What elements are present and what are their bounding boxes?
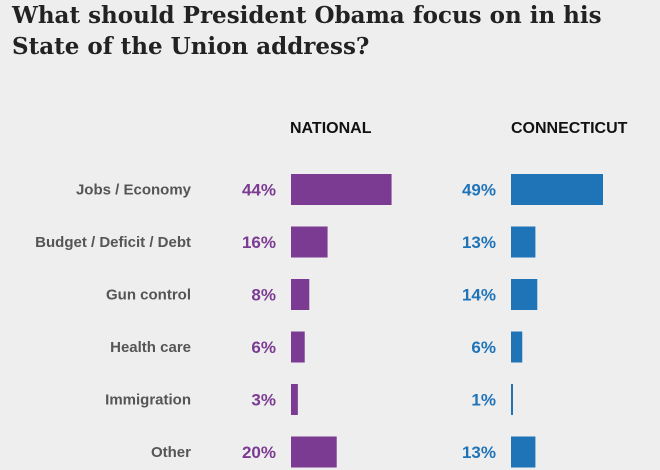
category-label: Other — [151, 444, 191, 461]
data-label: 6% — [471, 338, 496, 357]
bar — [291, 174, 392, 205]
data-label: 44% — [242, 181, 276, 200]
data-label: 1% — [471, 391, 496, 410]
data-label: 3% — [251, 391, 276, 410]
data-label: 16% — [242, 233, 276, 252]
chart-title: What should President Obama focus on in … — [12, 2, 602, 60]
bar — [511, 331, 523, 363]
bar — [511, 436, 536, 468]
category-label: Gun control — [106, 287, 191, 304]
bar — [511, 279, 538, 310]
series-0: 44% 16% 8% 6% 3% 20% — [242, 174, 392, 468]
bar — [511, 226, 536, 258]
bar — [291, 331, 305, 363]
data-label: 8% — [251, 286, 276, 305]
data-label: 49% — [462, 181, 496, 200]
data-label: 14% — [462, 286, 496, 305]
category-label: Jobs / Economy — [76, 182, 192, 199]
data-label: 13% — [462, 233, 496, 252]
bar — [291, 384, 298, 415]
bar — [511, 384, 513, 415]
series-header-0: NATIONAL — [290, 120, 372, 137]
data-label: 6% — [251, 338, 276, 357]
series-1: 49% 13% 14% 6% 1% 13% — [462, 174, 603, 468]
series-header-1: CONNECTICUT — [511, 120, 628, 137]
bar — [291, 226, 328, 258]
bar — [291, 279, 310, 310]
category-label: Budget / Deficit / Debt — [35, 234, 191, 251]
bar — [291, 436, 337, 468]
data-label: 13% — [462, 443, 496, 462]
category-label: Immigration — [105, 392, 191, 409]
bar — [511, 174, 603, 205]
data-label: 20% — [242, 443, 276, 462]
category-label: Health care — [110, 339, 191, 356]
